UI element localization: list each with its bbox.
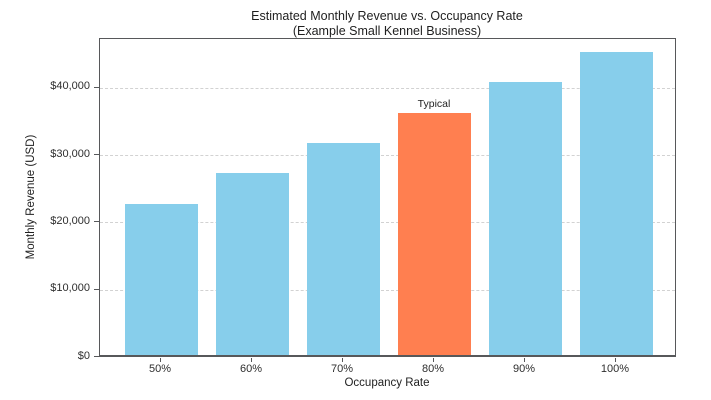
ytick-label-10000: $10,000: [50, 282, 90, 295]
gridline-30000: [100, 155, 675, 157]
xtick-label-90%: 90%: [512, 363, 536, 375]
gridline-10000: [100, 289, 675, 291]
bar-100%: [579, 52, 653, 355]
highlight-annotation: Typical: [417, 97, 451, 110]
ytick-label-30000: $30,000: [50, 147, 90, 160]
xtick-label-60%: 60%: [239, 363, 263, 375]
bar-50%: [124, 203, 198, 355]
bar-90%: [488, 82, 562, 355]
xtick-mark-60%: [251, 358, 252, 362]
xtick-label-50%: 50%: [148, 363, 172, 375]
xtick-mark-100%: [615, 358, 616, 362]
xtick-label-70%: 70%: [330, 363, 354, 375]
x-axis-label: Occupancy Rate: [344, 377, 430, 389]
ytick-label-40000: $40,000: [50, 80, 90, 93]
ytick-mark-40000: [94, 86, 99, 88]
bar-60%: [215, 173, 289, 355]
bar-70%: [306, 143, 380, 355]
chart-subtitle: (Example Small Kennel Business): [292, 24, 482, 38]
ytick-mark-30000: [94, 154, 99, 156]
chart-title: Estimated Monthly Revenue vs. Occupancy …: [251, 9, 523, 23]
xtick-mark-70%: [342, 358, 343, 362]
ytick-label-0: $0: [77, 349, 90, 362]
ytick-mark-10000: [94, 288, 99, 290]
bar-80%: [397, 112, 471, 355]
gridline-40000: [100, 87, 675, 89]
xtick-label-80%: 80%: [421, 363, 445, 375]
gridline-20000: [100, 222, 675, 224]
xtick-mark-50%: [160, 358, 161, 362]
plot-area: Typical: [99, 38, 676, 357]
xtick-mark-90%: [524, 358, 525, 362]
ytick-label-20000: $20,000: [50, 214, 90, 227]
xtick-label-100%: 100%: [600, 363, 630, 375]
ytick-mark-0: [94, 356, 99, 357]
xtick-mark-80%: [433, 358, 434, 362]
ytick-mark-20000: [94, 221, 99, 223]
